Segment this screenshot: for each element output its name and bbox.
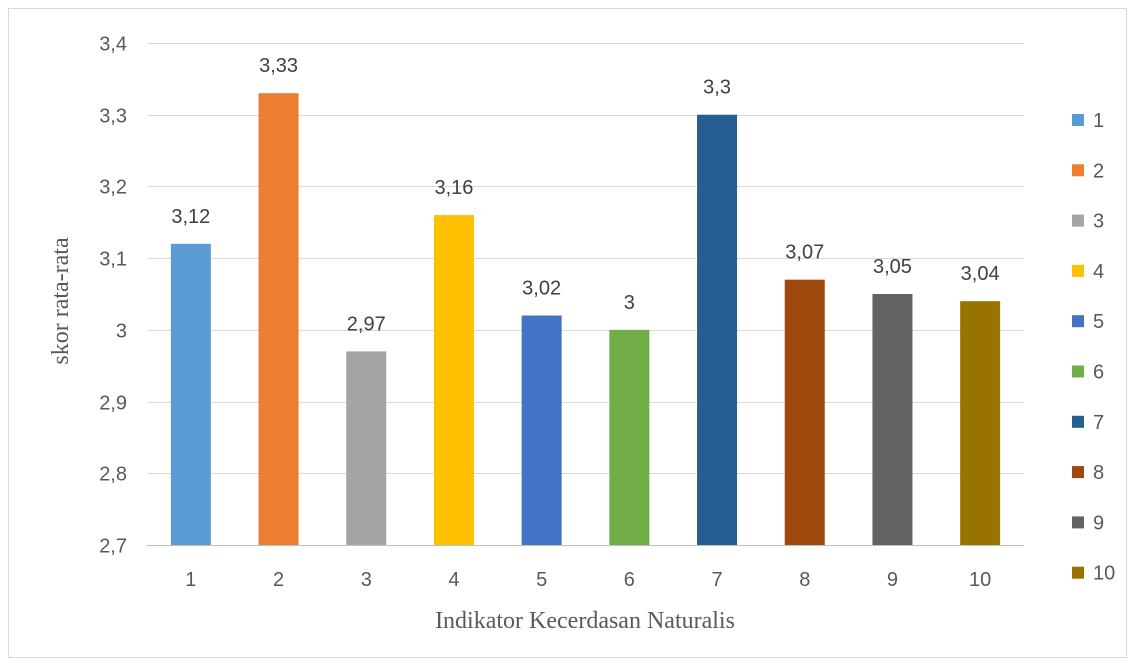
bar-9: [872, 294, 913, 545]
x-axis-title: Indikator Kecerdasan Naturalis: [435, 608, 735, 634]
legend-label: 3: [1093, 211, 1104, 233]
y-tick-label: 3,2: [99, 177, 127, 199]
bar-6: [609, 329, 650, 545]
legend-item-8: 8: [1072, 462, 1104, 484]
legend-item-9: 9: [1072, 512, 1104, 534]
data-label-4: 3,16: [434, 177, 473, 199]
y-tick-label: 2,7: [99, 536, 127, 558]
legend-item-4: 4: [1072, 261, 1104, 283]
legend-swatch: [1072, 566, 1084, 579]
data-label-1: 3,12: [171, 206, 210, 228]
bars: [170, 93, 1001, 546]
legend-label: 7: [1093, 412, 1104, 434]
legend-label: 2: [1093, 160, 1104, 182]
legend-item-7: 7: [1072, 412, 1104, 434]
legend-item-3: 3: [1072, 211, 1104, 233]
data-label-5: 3,02: [522, 278, 561, 300]
legend-item-5: 5: [1072, 311, 1104, 333]
data-label-9: 3,05: [873, 256, 912, 278]
bar-3: [346, 351, 387, 545]
y-tick-label: 2,9: [99, 393, 127, 415]
legend-swatch: [1072, 365, 1084, 378]
legend-label: 1: [1093, 110, 1104, 132]
x-tick-label: 5: [536, 569, 547, 591]
legend-item-1: 1: [1072, 110, 1104, 132]
x-tick-label: 3: [361, 569, 372, 591]
x-tick-label: 6: [624, 569, 635, 591]
x-axis-ticks: 1 2 3 4 5 6 7 8 9 10: [185, 569, 991, 591]
data-label-8: 3,07: [785, 242, 824, 264]
x-tick-label: 4: [448, 569, 459, 591]
bar-1: [170, 243, 211, 546]
legend-label: 8: [1093, 462, 1104, 484]
legend-item-10: 10: [1072, 563, 1115, 585]
legend-label: 9: [1093, 512, 1104, 534]
bar-5: [521, 315, 562, 545]
x-tick-label: 10: [969, 569, 991, 591]
legend-swatch: [1072, 516, 1084, 529]
legend-swatch: [1072, 114, 1084, 126]
x-tick-label: 1: [185, 569, 196, 591]
y-tick-label: 3,3: [99, 106, 127, 128]
data-labels: 3,12 3,33 2,97 3,16 3,02 3 3,3 3,07 3,05 3,04: [171, 55, 999, 335]
bar-10: [960, 301, 1001, 545]
legend-swatch: [1072, 264, 1084, 277]
legend-swatch: [1072, 315, 1084, 328]
legend-swatch: [1072, 214, 1084, 227]
legend-swatch: [1072, 415, 1084, 428]
legend: 1 2 3 4 5 6 7 8 9 10: [1072, 110, 1115, 585]
bar-4: [433, 215, 474, 545]
legend-item-6: 6: [1072, 362, 1104, 384]
y-tick-label: 2,8: [99, 464, 127, 486]
x-tick-label: 8: [799, 569, 810, 591]
legend-label: 4: [1093, 261, 1104, 283]
legend-label: 5: [1093, 311, 1104, 333]
legend-swatch: [1072, 466, 1084, 479]
legend-label: 10: [1093, 563, 1115, 585]
legend-swatch: [1072, 164, 1084, 177]
x-tick-label: 2: [273, 569, 284, 591]
bar-2: [258, 93, 299, 545]
data-label-6: 3: [624, 292, 635, 314]
x-tick-label: 7: [711, 569, 722, 591]
y-axis-title: skor rata-rata: [48, 237, 74, 365]
data-label-3: 2,97: [347, 313, 386, 335]
legend-label: 6: [1093, 362, 1104, 384]
y-tick-label: 3,1: [99, 249, 127, 271]
x-tick-label: 9: [887, 569, 898, 591]
bar-8: [784, 279, 825, 545]
data-label-10: 3,04: [961, 263, 1000, 285]
legend-item-2: 2: [1072, 160, 1104, 182]
y-tick-label: 3: [116, 321, 127, 343]
data-label-2: 3,33: [259, 55, 298, 77]
bar-7: [697, 114, 738, 545]
data-label-7: 3,3: [703, 77, 731, 99]
y-axis-ticks: 2,7 2,8 2,9 3 3,1 3,2 3,3 3,4: [99, 34, 127, 558]
y-tick-label: 3,4: [99, 34, 127, 56]
